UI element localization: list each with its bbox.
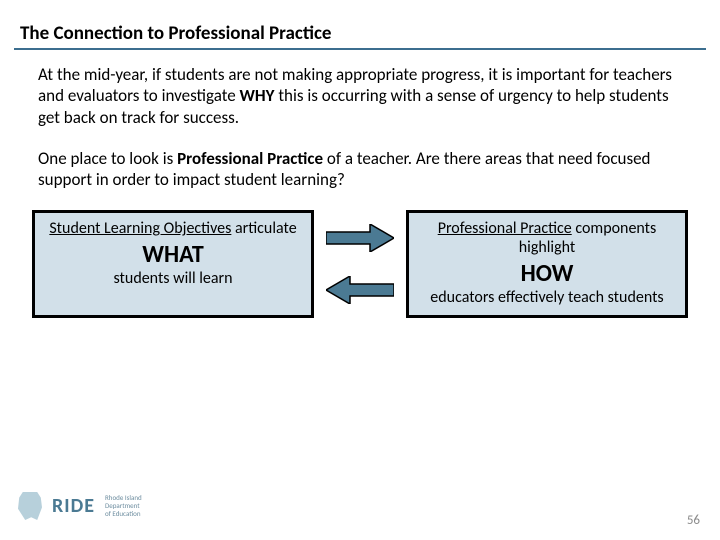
title-underline [14,48,706,50]
arrow-left-shape [326,276,394,304]
right-box: Professional Practice components highlig… [406,210,688,318]
para1-bold: WHY [240,85,275,106]
ride-text-block: RIDE [52,494,95,518]
left-box: Student Learning Objectives articulate W… [32,210,314,318]
right-box-line1-underlined: Professional Practice [438,219,572,238]
page-number: 56 [687,513,700,528]
paragraph-1: At the mid-year, if students are not mak… [38,64,678,128]
para2-bold: Professional Practice [177,148,323,169]
ride-wordmark: RIDE [52,494,95,518]
para2-pre: One place to look is [38,148,177,169]
rhode-island-shape-icon [18,492,42,520]
ride-sub-3: of Education [105,510,142,518]
left-box-line1-underlined: Student Learning Objectives [49,219,231,238]
arrow-right-shape [326,224,394,252]
paragraph-2: One place to look is Professional Practi… [38,148,678,191]
right-box-line1: Professional Practice components highlig… [409,219,685,257]
left-box-line1: Student Learning Objectives articulate [35,219,311,238]
left-box-line1-plain: articulate [231,219,296,238]
left-box-big: WHAT [35,240,311,269]
ride-logo: RIDE Rhode Island Department of Educatio… [18,492,142,520]
slide-title: The Connection to Professional Practice [20,22,331,45]
right-box-big: HOW [409,259,685,288]
ride-subtext: Rhode Island Department of Education [105,494,142,517]
right-box-line3: educators effectively teach students [409,288,685,307]
arrow-left-icon [326,276,394,304]
arrow-right-icon [326,224,394,252]
left-box-line3: students will learn [35,269,311,288]
